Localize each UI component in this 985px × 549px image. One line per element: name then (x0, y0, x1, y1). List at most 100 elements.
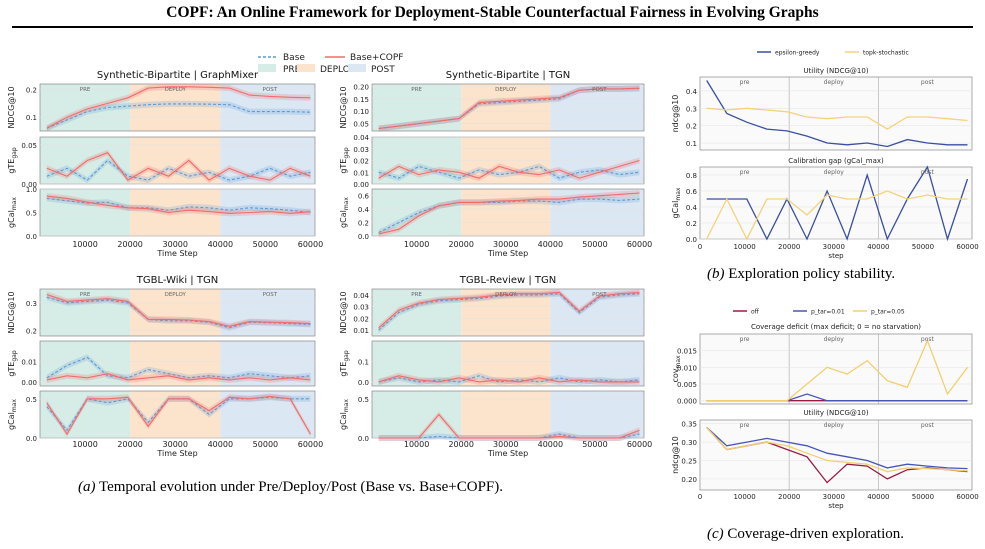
b-series-line (706, 80, 968, 148)
a2-ytick-label: 0.15 (353, 96, 369, 104)
a1-panel-0: 0.1 0.2 (26, 83, 316, 132)
legend-deploy-label: DEPLOY (320, 65, 355, 75)
b-phase-label: post (921, 79, 935, 86)
b-xtick-label: 60000 (956, 243, 978, 251)
a3-phase-label: DEPLOY (165, 292, 187, 298)
a2-ytick-label: 0.6 (358, 193, 370, 201)
b-xtick-label: 50000 (912, 243, 934, 251)
a4-xtick-label: 60000 (627, 440, 652, 449)
a3-ylabel: NDCG@10 (7, 291, 16, 333)
a4-panel-2: 0.0 0.5 (358, 390, 645, 443)
c-phase-label: pre (740, 336, 750, 343)
caption-a-label: (a) (78, 479, 96, 495)
a2-panel-0: 0.05 0.10 0.15 0.20 (353, 83, 645, 132)
title-rule (12, 26, 973, 28)
a4-xtick-label: 10000 (404, 440, 429, 449)
a1-ylabel: NDCG@10 (7, 86, 16, 128)
a1-title: Synthetic-Bipartite | GraphMixer (97, 70, 259, 81)
b-xtick-label: 30000 (823, 243, 845, 251)
a3-ytick-label: 0.0 (26, 435, 37, 443)
a4-post-band (550, 289, 644, 336)
a2-xtick-label: 50000 (582, 240, 607, 249)
a2-title: Synthetic-Bipartite | TGN (446, 70, 571, 81)
b-panel-0: 0.1 0.2 0.3 0.4 (686, 76, 973, 151)
a3-ylabel: gTEgap (7, 350, 18, 377)
a1-xlabel: Time Step (156, 249, 197, 258)
c-panel-title: Utility (NDCG@10) (803, 409, 868, 417)
a4-series-line (378, 291, 640, 329)
a1-ytick-label: 0.2 (26, 87, 37, 95)
c-xtick-label: 30000 (823, 493, 845, 501)
a4-xtick-label: 50000 (582, 440, 607, 449)
a3-phase-label: PRE (80, 292, 91, 298)
c-ytick-label: 0.20 (681, 476, 697, 484)
a2-ytick-label: 0.01 (353, 169, 369, 177)
legend-deploy-swatch (297, 64, 315, 72)
b-phase-label: deploy (824, 79, 845, 86)
a3-xlabel: Time Step (156, 449, 197, 458)
a2-series-line (378, 198, 640, 234)
a4-ytick-label: 0.0 (358, 435, 369, 443)
a3-panel-frame (39, 288, 316, 337)
a3-panel-2: 0.0 0.5 (26, 390, 316, 443)
a2-ytick-label: 0.02 (353, 158, 369, 166)
a2-pre-band (372, 84, 462, 131)
a4-series-band (378, 431, 640, 441)
a2-xlabel: Time Step (487, 249, 528, 258)
b-ytick-label: 0.3 (686, 105, 697, 113)
legend-pre-swatch (258, 64, 276, 72)
a3-title: TGBL-Wiki | TGN (136, 275, 218, 286)
a3-panel-1: 0.00 0.01 (21, 340, 316, 387)
caption-a-text: Temporal evolution under Pre/Deploy/Post… (98, 479, 504, 495)
a1-series-line (46, 159, 311, 181)
a1-phase-label: PRE (80, 87, 91, 93)
a4-phase-label: POST (592, 292, 607, 298)
b-ytick-label: 0.4 (686, 204, 698, 212)
a1-post-band (220, 84, 315, 131)
b-phase-label: post (921, 169, 935, 176)
a1-xtick-label: 60000 (298, 240, 323, 249)
c-xtick-label: 0 (698, 493, 702, 501)
b-legend-label: topk-stochastic (863, 50, 909, 57)
a4-pre-band (372, 289, 462, 336)
a1-series-line (46, 152, 311, 181)
c-ytick-label: 0.015 (677, 348, 697, 356)
a3-phase-label: POST (263, 292, 278, 298)
a4-xlabel: Time Step (487, 449, 528, 458)
a1-series-band (46, 83, 311, 132)
a2-xtick-label: 10000 (404, 240, 429, 249)
b-phase-label: deploy (824, 169, 845, 176)
c-phase-label: post (921, 422, 935, 429)
a2-deploy-band (461, 189, 551, 236)
c-phase-label: deploy (824, 422, 845, 429)
a4-title: TGBL-Review | TGN (459, 275, 556, 286)
a4-xtick-label: 30000 (493, 440, 518, 449)
a4-post-band (550, 341, 644, 386)
b-xtick-label: 20000 (778, 243, 800, 251)
a4-ytick-label: 0.03 (353, 304, 369, 312)
a3-series-line (46, 356, 311, 379)
c-xtick-label: 40000 (867, 493, 889, 501)
c-legend-label: p_tar=0.05 (871, 309, 905, 316)
a2-xtick-label: 20000 (448, 240, 473, 249)
b-series-line (706, 190, 968, 241)
a1-ytick-label: 0.0 (26, 233, 37, 241)
a2-series-line (378, 159, 640, 179)
c-phase-label: pre (740, 422, 750, 429)
b-ylabel: gCalmax (671, 187, 682, 218)
a1-xtick-label: 50000 (253, 240, 278, 249)
c-series-line (706, 426, 968, 470)
a3-series-band (46, 394, 311, 434)
a3-series-band (46, 291, 311, 330)
c-xtick-label: 50000 (912, 493, 934, 501)
c-ytick-label: 0.35 (681, 421, 697, 429)
a4-series-line (378, 413, 640, 439)
a3-ytick-label: 0.3 (26, 300, 37, 308)
b-xlabel: step (828, 252, 844, 260)
a3-ytick-label: 0.01 (21, 358, 37, 366)
a2-ytick-label: 0.03 (353, 146, 369, 154)
a4-ytick-label: 0.5 (358, 396, 369, 404)
legend-post-label: POST (371, 65, 395, 75)
caption-a: (a) Temporal evolution under Pre/Deploy/… (78, 479, 503, 496)
